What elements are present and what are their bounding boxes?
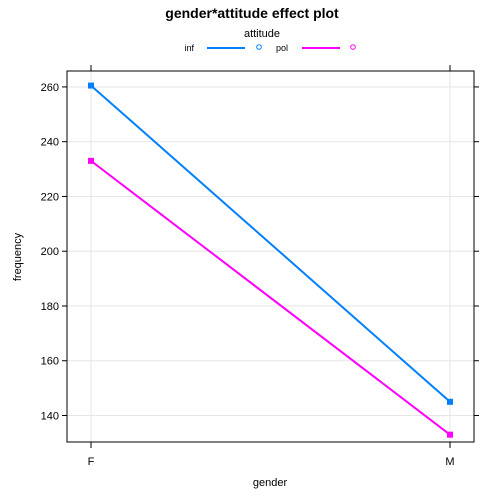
legend-label-pol: pol	[276, 43, 288, 53]
legend-title: attitude	[244, 28, 280, 40]
y-tick-label: 140	[41, 411, 59, 423]
data-point-inf	[447, 398, 453, 405]
legend: attitude inf pol	[184, 28, 356, 53]
legend-items: inf pol	[184, 43, 356, 53]
y-tick-label: 180	[41, 301, 59, 313]
plot-area	[66, 70, 475, 443]
x-tick-label: M	[445, 456, 454, 468]
data-point-pol	[447, 431, 453, 438]
y-axis-label: frequency	[12, 232, 24, 281]
data-point-pol	[88, 157, 94, 164]
x-tick-label: F	[88, 456, 95, 468]
x-axis-label: gender	[253, 477, 288, 489]
series-layer	[88, 82, 453, 438]
y-tick-label: 260	[41, 82, 59, 94]
chart-title: gender*attitude effect plot	[165, 5, 339, 21]
series-line-pol	[90, 160, 451, 436]
grid	[67, 71, 474, 442]
legend-label-inf: inf	[184, 43, 194, 53]
series-line-inf	[90, 84, 451, 403]
y-tick-label: 220	[41, 191, 59, 203]
y-tick-label: 160	[41, 356, 59, 368]
data-point-inf	[88, 82, 94, 89]
legend-marker-inf	[256, 44, 262, 50]
legend-marker-pol	[350, 44, 356, 50]
y-tick-label: 240	[41, 137, 59, 149]
axes: 140 160 180 200 220 240 260 F M	[41, 65, 479, 468]
y-tick-label: 200	[41, 246, 59, 258]
